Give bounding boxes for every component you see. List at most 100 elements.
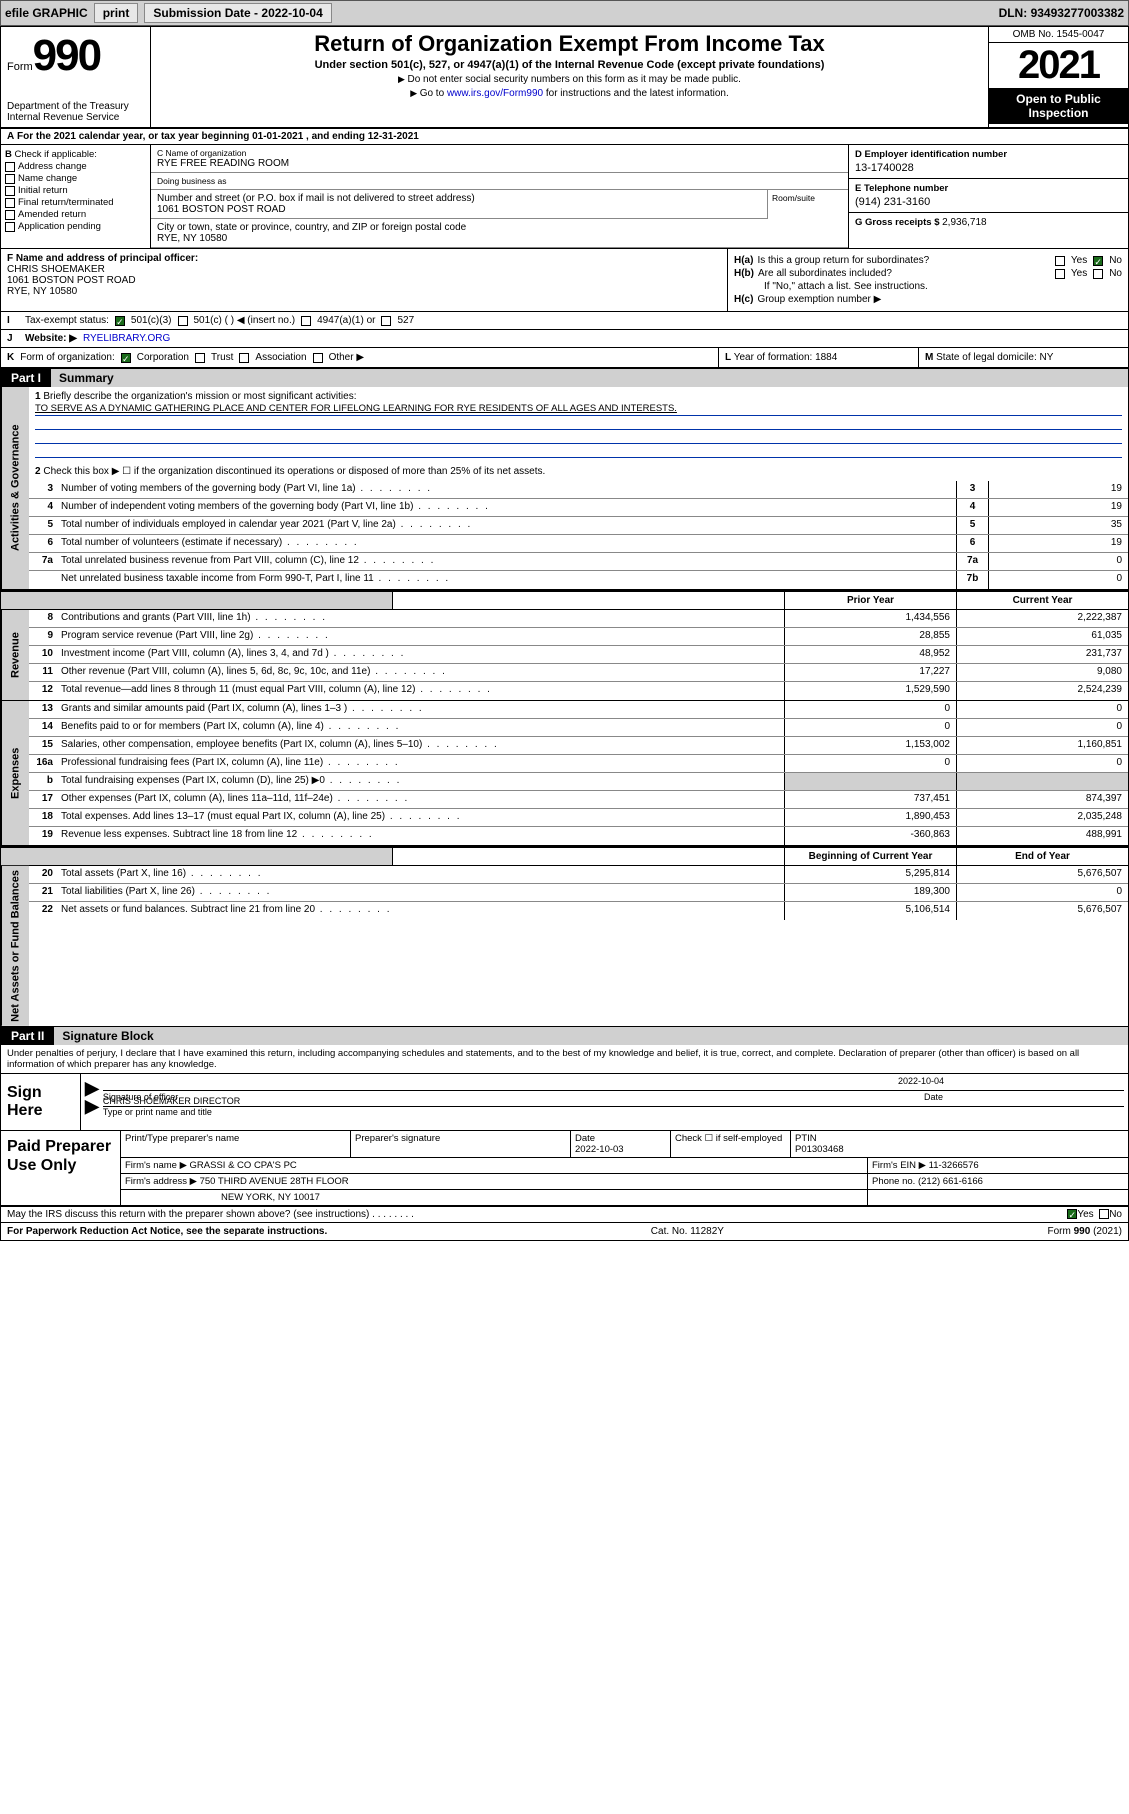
firm-phone: (212) 661-6166 xyxy=(918,1176,983,1187)
addr-label: Number and street (or P.O. box if mail i… xyxy=(157,193,761,204)
dba-label: Doing business as xyxy=(157,176,842,186)
chk-amended[interactable] xyxy=(5,210,15,220)
gov-row: 3 Number of voting members of the govern… xyxy=(29,481,1128,499)
dept-treasury: Department of the Treasury xyxy=(7,101,144,112)
sign-here-label: Sign Here xyxy=(1,1074,81,1130)
ein-value: 13-1740028 xyxy=(855,162,1122,174)
col-b-checkboxes: B Check if applicable: Address change Na… xyxy=(1,145,151,248)
chk-501c3[interactable]: ✓ xyxy=(115,316,125,326)
chk-address-change[interactable] xyxy=(5,162,15,172)
open-public-badge: Open to Public Inspection xyxy=(989,88,1128,124)
chk-corp[interactable]: ✓ xyxy=(121,353,131,363)
may-yes[interactable]: ✓ xyxy=(1067,1209,1077,1219)
chk-4947[interactable] xyxy=(301,316,311,326)
paid-preparer-label: Paid Preparer Use Only xyxy=(1,1131,121,1205)
gov-row: 7a Total unrelated business revenue from… xyxy=(29,553,1128,571)
form-number: 990 xyxy=(33,31,100,81)
chk-527[interactable] xyxy=(381,316,391,326)
irs-label: Internal Revenue Service xyxy=(7,112,144,123)
form-subtitle: Under section 501(c), 527, or 4947(a)(1)… xyxy=(159,59,980,71)
side-net-assets: Net Assets or Fund Balances xyxy=(1,866,29,1026)
chk-501c[interactable] xyxy=(178,316,188,326)
may-discuss-row: May the IRS discuss this return with the… xyxy=(1,1207,1128,1223)
website-link[interactable]: RYELIBRARY.ORG xyxy=(83,333,170,344)
end-year-hdr: End of Year xyxy=(956,848,1128,865)
chk-app-pending[interactable] xyxy=(5,222,15,232)
city-value: RYE, NY 10580 xyxy=(157,233,842,244)
sig-arrow-icon-2: ▶ xyxy=(85,1096,99,1117)
officer-name: CHRIS SHOEMAKER xyxy=(7,264,721,275)
expenses-section: Expenses 13 Grants and similar amounts p… xyxy=(1,701,1128,846)
header-left: Form 990 Department of the Treasury Inte… xyxy=(1,27,151,127)
gov-row: 5 Total number of individuals employed i… xyxy=(29,517,1128,535)
part2-header: Part II Signature Block xyxy=(1,1027,1128,1045)
city-label: City or town, state or province, country… xyxy=(157,222,842,233)
chk-name-change[interactable] xyxy=(5,174,15,184)
print-button[interactable]: print xyxy=(94,3,139,23)
form-header: Form 990 Department of the Treasury Inte… xyxy=(1,27,1128,129)
phone-label: E Telephone number xyxy=(855,183,1122,194)
hb-no[interactable] xyxy=(1093,269,1103,279)
col-h-group: H(a)Is this a group return for subordina… xyxy=(728,249,1128,311)
gross-value: 2,936,718 xyxy=(942,217,987,228)
form-word: Form xyxy=(7,61,33,73)
phone-value: (914) 231-3160 xyxy=(855,196,1122,208)
side-expenses: Expenses xyxy=(1,701,29,845)
section-f-h: F Name and address of principal officer:… xyxy=(1,249,1128,312)
dln-label: DLN: 93493277003382 xyxy=(999,6,1124,20)
form-990: Form 990 Department of the Treasury Inte… xyxy=(0,26,1129,1241)
signature-intro: Under penalties of perjury, I declare th… xyxy=(1,1045,1128,1074)
efile-label: efile GRAPHIC xyxy=(5,6,88,20)
hb-note: If "No," attach a list. See instructions… xyxy=(734,281,1122,292)
section-b-through-g: B Check if applicable: Address change Na… xyxy=(1,145,1128,249)
irs-link[interactable]: www.irs.gov/Form990 xyxy=(447,88,543,99)
form-title: Return of Organization Exempt From Incom… xyxy=(159,31,980,57)
hb-yes[interactable] xyxy=(1055,269,1065,279)
col-d-through-g: D Employer identification number 13-1740… xyxy=(848,145,1128,248)
header-center: Return of Organization Exempt From Incom… xyxy=(151,27,988,127)
footer-cat: Cat. No. 11282Y xyxy=(651,1226,724,1237)
table-row: 11 Other revenue (Part VIII, column (A),… xyxy=(29,664,1128,682)
table-row: b Total fundraising expenses (Part IX, c… xyxy=(29,773,1128,791)
side-governance: Activities & Governance xyxy=(1,387,29,589)
table-row: 10 Investment income (Part VIII, column … xyxy=(29,646,1128,664)
col-c-org-info: C Name of organization RYE FREE READING … xyxy=(151,145,848,248)
org-name: RYE FREE READING ROOM xyxy=(157,158,842,169)
gov-row: 6 Total number of volunteers (estimate i… xyxy=(29,535,1128,553)
side-revenue: Revenue xyxy=(1,610,29,700)
paid-preparer-row: Paid Preparer Use Only Print/Type prepar… xyxy=(1,1131,1128,1207)
may-no[interactable] xyxy=(1099,1209,1109,1219)
prep-name-lbl: Print/Type preparer's name xyxy=(121,1131,351,1157)
note-ssn: Do not enter social security numbers on … xyxy=(159,74,980,85)
table-row: 8 Contributions and grants (Part VIII, l… xyxy=(29,610,1128,628)
hc-label: Group exemption number ▶ xyxy=(757,294,881,305)
hb-label: Are all subordinates included? xyxy=(758,268,1051,279)
ha-yes[interactable] xyxy=(1055,256,1065,266)
table-row: 9 Program service revenue (Part VIII, li… xyxy=(29,628,1128,646)
chk-final-return[interactable] xyxy=(5,198,15,208)
org-name-label: C Name of organization xyxy=(157,148,842,158)
q1-label: Briefly describe the organization's miss… xyxy=(43,391,356,402)
ha-no[interactable]: ✓ xyxy=(1093,256,1103,266)
table-row: 13 Grants and similar amounts paid (Part… xyxy=(29,701,1128,719)
ein-label: D Employer identification number xyxy=(855,149,1122,160)
submission-date-box: Submission Date - 2022-10-04 xyxy=(144,3,331,23)
current-year-hdr: Current Year xyxy=(956,592,1128,609)
suite-label: Room/suite xyxy=(768,190,848,219)
type-name-label: Type or print name and title xyxy=(103,1106,1124,1117)
begin-end-header: Beginning of Current Year End of Year xyxy=(1,846,1128,866)
ptin: P01303468 xyxy=(795,1144,844,1155)
chk-trust[interactable] xyxy=(195,353,205,363)
addr-value: 1061 BOSTON POST ROAD xyxy=(157,204,761,215)
chk-other[interactable] xyxy=(313,353,323,363)
prep-date: 2022-10-03 xyxy=(575,1144,624,1155)
gov-row: 4 Number of independent voting members o… xyxy=(29,499,1128,517)
table-row: 14 Benefits paid to or for members (Part… xyxy=(29,719,1128,737)
row-a-taxyear: A For the 2021 calendar year, or tax yea… xyxy=(1,129,1128,145)
table-row: 12 Total revenue—add lines 8 through 11 … xyxy=(29,682,1128,700)
chk-assoc[interactable] xyxy=(239,353,249,363)
gov-row: Net unrelated business taxable income fr… xyxy=(29,571,1128,589)
signer-name: CHRIS SHOEMAKER DIRECTOR xyxy=(103,1096,1124,1106)
chk-initial-return[interactable] xyxy=(5,186,15,196)
table-row: 22 Net assets or fund balances. Subtract… xyxy=(29,902,1128,920)
